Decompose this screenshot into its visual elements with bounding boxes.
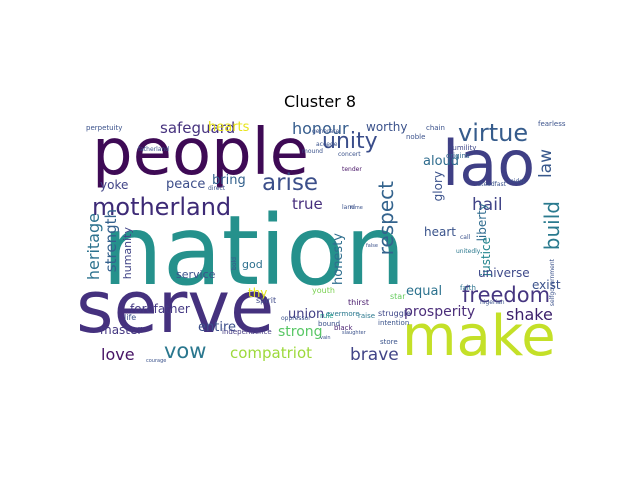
cloud-word-courage: courage — [146, 358, 167, 364]
cloud-word-oppressor: oppressor — [281, 315, 311, 322]
cloud-word-raise: raise — [358, 312, 376, 320]
cloud-word-compatriot: compatriot — [230, 344, 313, 362]
cloud-word-virtue: virtue — [458, 119, 529, 147]
cloud-word-perpetuity: perpetuity — [86, 124, 123, 132]
cloud-word-make: make — [402, 304, 556, 369]
cloud-word-strong: strong — [278, 324, 323, 340]
cloud-word-heritage: heritage — [84, 213, 103, 281]
cloud-word-midst: midst — [508, 178, 525, 185]
cloud-word-vain: vain — [320, 335, 331, 341]
cloud-word-struggle: struggle — [378, 309, 411, 318]
cloud-word-love: love — [101, 345, 135, 364]
cloud-word-aloud: aloud — [423, 154, 460, 169]
cloud-word-slaughter: slaughter — [342, 330, 366, 336]
cloud-word-prosperity: prosperity — [404, 304, 476, 320]
cloud-word-yoke: yoke — [100, 178, 129, 192]
cloud-word-origins: origins — [446, 152, 470, 160]
cloud-word-call: call — [460, 234, 471, 241]
cloud-word-fearless: fearless — [538, 120, 566, 128]
cloud-word-false: false — [366, 243, 378, 249]
cloud-word-unitedly: unitedly — [456, 248, 481, 255]
cloud-word-freedom: freedom — [462, 283, 551, 307]
cloud-word-life: life — [124, 313, 137, 322]
cloud-word-fame: fame — [350, 205, 363, 211]
cloud-word-land: land — [342, 204, 355, 211]
cloud-word-thy: thy — [248, 286, 268, 300]
word-cloud: nation serve people make lao motherland virtue… — [80, 119, 580, 369]
cloud-word-concert: concert — [338, 151, 361, 158]
cloud-word-thirst: thirst — [348, 298, 370, 307]
figure-title: Cluster 8 — [283, 92, 357, 111]
cloud-word-store: store — [380, 338, 398, 346]
cloud-word-spirit: spirit — [256, 296, 277, 305]
cloud-word-chain: chain — [426, 124, 445, 132]
cloud-word-master: master — [100, 323, 143, 337]
cloud-word-unity: unity — [322, 129, 378, 154]
cloud-word-forefather: forefather — [130, 302, 190, 316]
cloud-word-shake: shake — [506, 305, 553, 324]
cloud-word-universe: universe — [478, 266, 530, 280]
cloud-word-humanity: humanity — [121, 227, 134, 280]
cloud-word-youth: youth — [312, 286, 335, 295]
cloud-word-strength: strength — [102, 209, 120, 273]
cloud-word-equal: equal — [406, 284, 443, 299]
cloud-word-steadfast: steadfast — [478, 181, 506, 188]
cloud-word-fatherland: fatherland — [138, 146, 170, 153]
cloud-word-brave: brave — [350, 345, 399, 365]
cloud-word-motherland: motherland — [92, 193, 232, 221]
cloud-word-noble: noble — [406, 133, 426, 141]
cloud-word-nation: nation — [102, 195, 406, 307]
cloud-word-generate: generate — [312, 128, 340, 135]
cloud-word-exist: exist — [532, 278, 561, 292]
cloud-word-serve: serve — [80, 265, 275, 349]
cloud-word-bring: bring — [212, 173, 246, 188]
cloud-word-true: true — [292, 195, 323, 213]
cloud-word-black: black — [334, 324, 353, 332]
cloud-word-arise: arise — [262, 170, 319, 196]
cloud-word-bound: bound — [318, 320, 341, 328]
cloud-word-build: build — [540, 201, 564, 251]
cloud-word-glory: glory — [431, 171, 445, 202]
cloud-word-direct: direct — [208, 185, 226, 192]
cloud-word-worthy: worthy — [366, 120, 408, 134]
cloud-word-people: people — [92, 119, 309, 190]
cloud-word-vow: vow — [164, 339, 207, 363]
cloud-word-star: star — [390, 292, 406, 301]
cloud-word-safeguard: safeguard — [160, 119, 236, 137]
cloud-word-god: god — [242, 258, 263, 271]
cloud-word-accede: accede — [316, 141, 338, 148]
cloud-word-entire: entire — [198, 320, 237, 335]
cloud-word-rule: rule — [320, 312, 334, 320]
cloud-word-lao: lao — [442, 127, 536, 200]
cloud-word-independence: independence — [222, 328, 272, 336]
cloud-word-evermore: evermore — [326, 310, 360, 318]
cloud-word-heart: heart — [424, 225, 456, 239]
cloud-word-honesty: honesty — [331, 233, 346, 285]
cloud-word-tender: tender — [342, 166, 362, 173]
cloud-word-humility: humility — [448, 144, 477, 152]
cloud-word-bold: bold — [231, 257, 238, 270]
cloud-word-liberty: liberty — [475, 203, 489, 242]
cloud-word-peace: peace — [166, 177, 206, 192]
cloud-word-hearts: hearts — [208, 120, 250, 135]
cloud-word-mound: mound — [302, 148, 323, 155]
cloud-word-hail: hail — [472, 195, 503, 215]
cloud-word-respect: respect — [374, 181, 398, 256]
cloud-word-nigerian: nigerian — [480, 299, 505, 306]
cloud-word-service: service — [176, 268, 216, 281]
cloud-word-union: union — [288, 307, 325, 322]
cloud-word-honour: honour — [292, 119, 349, 138]
cloud-word-intention: intention — [378, 319, 410, 327]
cloud-word-selfgovernment: selfgovernment — [549, 259, 556, 307]
cloud-word-law: law — [536, 149, 556, 179]
cloud-word-faith: faith — [460, 284, 476, 292]
